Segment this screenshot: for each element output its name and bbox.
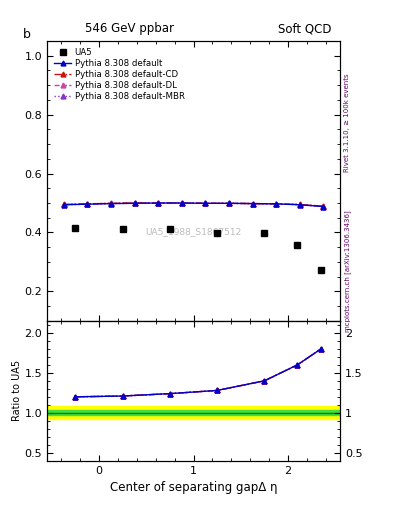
- Pythia 8.308 default-DL: [132, 200, 137, 206]
- Pythia 8.308 default: [179, 200, 184, 206]
- X-axis label: Center of separating gapΔ η: Center of separating gapΔ η: [110, 481, 277, 494]
- Pythia 8.308 default-DL: [61, 201, 66, 207]
- Y-axis label: b: b: [23, 28, 31, 41]
- Pythia 8.308 default-CD: [61, 201, 66, 207]
- Pythia 8.308 default-DL: [108, 200, 113, 206]
- Pythia 8.308 default: [203, 200, 208, 206]
- Pythia 8.308 default-DL: [85, 201, 90, 207]
- Pythia 8.308 default-DL: [321, 203, 326, 209]
- Pythia 8.308 default: [250, 201, 255, 207]
- Pythia 8.308 default: [156, 200, 160, 206]
- Pythia 8.308 default: [227, 200, 231, 206]
- Pythia 8.308 default: [132, 200, 137, 206]
- Line: UA5: UA5: [72, 225, 324, 273]
- Pythia 8.308 default-DL: [203, 200, 208, 206]
- Pythia 8.308 default-CD: [227, 200, 231, 206]
- Pythia 8.308 default-CD: [298, 201, 302, 207]
- Pythia 8.308 default-CD: [85, 201, 90, 207]
- Pythia 8.308 default-MBR: [321, 203, 326, 209]
- Bar: [47, 411, 340, 415]
- Text: 546 GeV ppbar: 546 GeV ppbar: [84, 23, 174, 35]
- Pythia 8.308 default: [108, 201, 113, 207]
- Pythia 8.308 default-CD: [250, 201, 255, 207]
- UA5: [319, 267, 323, 273]
- Legend: UA5, Pythia 8.308 default, Pythia 8.308 default-CD, Pythia 8.308 default-DL, Pyt: UA5, Pythia 8.308 default, Pythia 8.308 …: [51, 45, 187, 104]
- Pythia 8.308 default: [321, 203, 326, 209]
- UA5: [120, 226, 125, 232]
- UA5: [262, 230, 267, 236]
- UA5: [73, 225, 78, 231]
- UA5: [215, 230, 220, 236]
- Pythia 8.308 default: [274, 201, 279, 207]
- Line: Pythia 8.308 default: Pythia 8.308 default: [61, 201, 326, 209]
- UA5: [167, 226, 172, 232]
- Text: Rivet 3.1.10, ≥ 100k events: Rivet 3.1.10, ≥ 100k events: [344, 74, 350, 172]
- Pythia 8.308 default-DL: [179, 200, 184, 206]
- Text: Soft QCD: Soft QCD: [278, 23, 332, 35]
- Text: mcplots.cern.ch [arXiv:1306.3436]: mcplots.cern.ch [arXiv:1306.3436]: [344, 210, 351, 332]
- Pythia 8.308 default-DL: [227, 200, 231, 206]
- Pythia 8.308 default-MBR: [179, 200, 184, 206]
- Pythia 8.308 default-CD: [132, 200, 137, 206]
- Pythia 8.308 default-MBR: [156, 200, 160, 206]
- Pythia 8.308 default: [61, 202, 66, 208]
- Pythia 8.308 default-CD: [108, 200, 113, 206]
- Pythia 8.308 default-MBR: [227, 200, 231, 206]
- Pythia 8.308 default-MBR: [61, 202, 66, 208]
- Text: UA5_1988_S1867512: UA5_1988_S1867512: [145, 227, 242, 236]
- Pythia 8.308 default-MBR: [274, 201, 279, 207]
- Pythia 8.308 default-MBR: [85, 201, 90, 207]
- Pythia 8.308 default-CD: [179, 200, 184, 206]
- Pythia 8.308 default-DL: [250, 201, 255, 207]
- Pythia 8.308 default-MBR: [108, 201, 113, 207]
- Pythia 8.308 default-MBR: [132, 200, 137, 206]
- Pythia 8.308 default-CD: [274, 201, 279, 207]
- Pythia 8.308 default-DL: [156, 200, 160, 206]
- Pythia 8.308 default-CD: [156, 200, 160, 206]
- Pythia 8.308 default-MBR: [203, 200, 208, 206]
- Bar: [47, 407, 340, 419]
- Pythia 8.308 default-CD: [203, 200, 208, 206]
- Line: Pythia 8.308 default-MBR: Pythia 8.308 default-MBR: [61, 201, 326, 209]
- Pythia 8.308 default-DL: [298, 201, 302, 207]
- Pythia 8.308 default: [85, 201, 90, 207]
- Pythia 8.308 default-DL: [274, 201, 279, 207]
- Line: Pythia 8.308 default-DL: Pythia 8.308 default-DL: [61, 201, 326, 209]
- Y-axis label: Ratio to UA5: Ratio to UA5: [12, 360, 22, 421]
- Pythia 8.308 default-MBR: [298, 202, 302, 208]
- Line: Pythia 8.308 default-CD: Pythia 8.308 default-CD: [61, 201, 326, 209]
- Pythia 8.308 default-MBR: [250, 201, 255, 207]
- Pythia 8.308 default-CD: [321, 203, 326, 209]
- Pythia 8.308 default: [298, 202, 302, 208]
- UA5: [295, 242, 300, 248]
